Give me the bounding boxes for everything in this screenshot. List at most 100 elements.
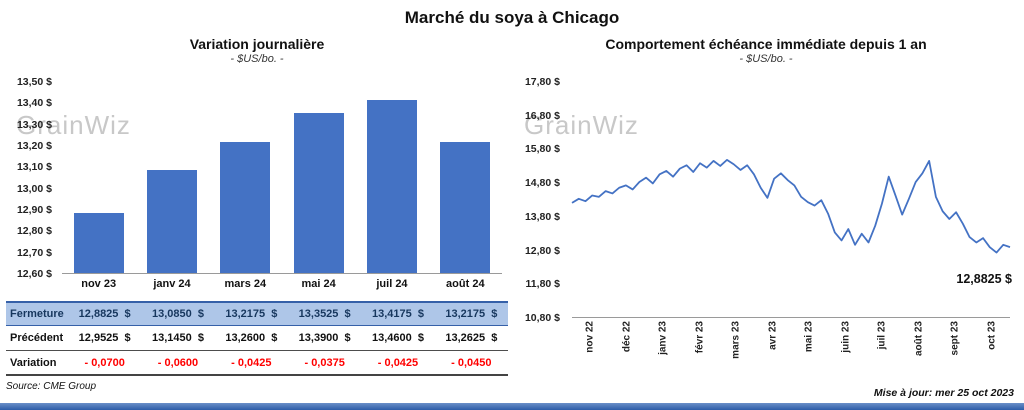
x-axis-label: janv 24 [153,278,191,290]
x-axis-label: oct 23 [986,321,997,355]
y-tick-label: 13,10 $ [16,161,52,174]
bar [440,141,491,273]
bottom-accent-bar [0,403,1024,410]
y-tick-label: 15,80 $ [524,143,560,156]
x-axis-label-text: août 23 [913,321,925,357]
bar [293,113,344,273]
bar-slot [282,82,355,273]
y-tick-label: 14,80 $ [524,177,560,190]
table-cell: 13,2600 $ [225,332,278,344]
grainwiz-watermark: GrainWiz [524,110,639,140]
bar [366,99,417,273]
price-table: Fermeture 12,8825 $ 13,0850 $ 13,2175 $ 13,3… [6,301,508,376]
x-axis-label: août 24 [446,278,485,290]
line-chart: GrainWiz 17,80 $ 16,80 $ 15,80 $ 14,80 $ 13,… [514,76,1018,324]
table-cell: - 0,0375 [304,356,345,369]
table-cell: 13,2625 $ [445,332,498,344]
y-tick-label: 10,80 $ [524,312,560,324]
table-cell: 13,2175 $ [225,308,278,320]
x-axis-label: juil 24 [376,278,408,290]
table-cell: 12,9525 $ [78,332,131,344]
x-axis-label-text: mars 23 [730,321,742,359]
line-chart-y-axis: 17,80 $ 16,80 $ 15,80 $ 14,80 $ 13,80 $ 12,80… [514,76,566,324]
y-tick-label: 17,80 $ [524,76,560,88]
daily-variation-panel: Variation journalière - $US/bo. - GrainW… [6,36,508,392]
source-note: Source: CME Group [6,381,97,392]
table-cell: - 0,0450 [451,356,492,369]
row-label: Variation [10,356,57,369]
x-axis-label-text: déc 22 [621,321,633,353]
bar-slot [429,82,502,273]
line-chart-plot [572,82,1010,318]
y-tick-label: 12,90 $ [16,204,52,216]
y-tick-label: 12,60 $ [16,268,52,280]
bar-chart-x-labels: nov 23 janv 24 mars 24 mai 24 juil 24 août 24 [62,278,502,294]
y-tick-label: 13,50 $ [16,76,52,88]
bar [220,141,271,273]
x-axis-label: mars 23 [731,321,742,364]
table-row: Précédent 12,9525 $ 13,1450 $ 13,2600 $ 13,3… [6,326,508,351]
bar-chart-title: Variation journalière [189,36,325,52]
x-axis-label: juil 23 [877,321,888,354]
y-tick-label: 11,80 $ [525,278,560,291]
table-cell: 13,4175 $ [371,308,424,320]
table-cell: - 0,0700 [84,356,125,369]
table-cell: 13,0850 $ [151,308,204,320]
table-row: Variation - 0,0700 - 0,0600 - 0,0425 - 0,037… [6,351,508,376]
table-cell: 13,4600 $ [371,332,424,344]
x-axis-label: août 23 [913,321,924,361]
table-cell: - 0,0425 [231,356,272,369]
bar-chart: GrainWiz 13,50 $13,40 $13,30 $13,20 $13,… [6,76,508,280]
page-title: Marché du soya à Chicago [404,8,620,27]
y-tick-label: 13,00 $ [16,182,52,195]
x-axis-label: mai 23 [804,321,815,357]
table-cell: 13,2175 $ [445,308,498,320]
x-axis-label-text: oct 23 [986,321,998,350]
bar-slot [62,82,135,273]
x-axis-label-text: avr 23 [767,321,779,350]
x-axis-label-text: mai 23 [803,321,815,353]
bar-chart-plot [62,82,502,274]
table-cell: - 0,0425 [377,356,419,369]
x-axis-label-text: nov 22 [584,321,596,353]
x-axis-label: nov 23 [81,278,117,290]
price-line [572,160,1010,253]
bar-slot [355,82,428,273]
table-cell: - 0,0600 [157,356,199,369]
bar-chart-subtitle: - $US/bo. - [230,53,284,65]
x-axis-label-text: févr 23 [694,321,706,354]
line-chart-x-labels: nov 22 déc 22 janv 23 févr 23 mars 23 avr 23 m… [572,318,1010,370]
y-tick-label: 13,20 $ [16,140,52,152]
y-tick-label: 13,40 $ [16,97,52,110]
table-row: Fermeture 12,8825 $ 13,0850 $ 13,2175 $ 13,3… [6,301,508,326]
front-month-panel: Comportement échéance immédiate depuis 1… [514,36,1018,370]
x-axis-label-text: janv 23 [657,321,669,355]
y-tick-label: 12,70 $ [16,246,52,259]
row-label: Fermeture [10,308,64,320]
y-tick-label: 13,80 $ [524,210,560,223]
grainwiz-watermark: GrainWiz [16,110,131,140]
x-axis-label: avr 23 [767,321,778,355]
table-cell: 13,3525 $ [298,308,351,320]
table-cell: 13,3900 $ [298,332,351,344]
y-tick-label: 13,30 $ [16,118,52,131]
x-axis-label: janv 23 [658,321,669,360]
x-axis-label-text: sept 23 [949,321,961,356]
x-axis-label: févr 23 [694,321,705,358]
bar [146,170,197,273]
table-cell: 12,8825 $ [78,308,131,320]
table-cell: 13,1450 $ [151,332,204,344]
x-axis-label: sept 23 [950,321,961,360]
x-axis-label: mai 24 [301,278,336,290]
last-price-annotation: 12,8825 $ [956,271,1012,286]
x-axis-label: juin 23 [840,321,851,358]
x-axis-label-text: juin 23 [840,321,852,353]
x-axis-label: mars 24 [224,278,267,290]
update-date: Mise à jour: mer 25 oct 2023 [873,387,1014,399]
bar-chart-y-axis: 13,50 $ 13,40 $ 13,30 $ 13,20 $ 13,10 $ 13,00… [6,76,58,280]
bar-slot [135,82,208,273]
line-chart-subtitle: - $US/bo. - [739,53,793,65]
y-tick-label: 12,80 $ [524,244,560,257]
row-label: Précédent [10,332,64,344]
